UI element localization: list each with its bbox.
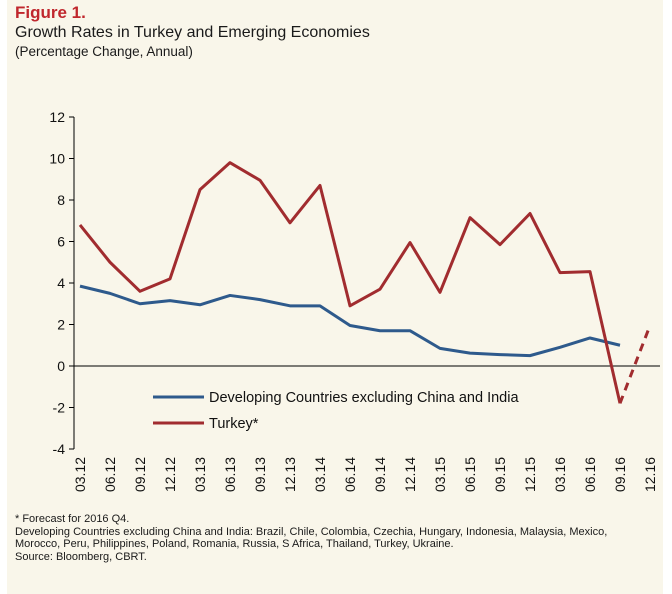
x-tick-label: 12.16 bbox=[642, 457, 658, 492]
legend-label-turkey: Turkey* bbox=[209, 416, 259, 432]
y-tick-label: 6 bbox=[57, 234, 65, 250]
developing-series-line bbox=[79, 284, 621, 358]
y-tick-label: 0 bbox=[57, 358, 65, 374]
x-tick-label: 06.13 bbox=[222, 457, 238, 492]
x-tick-label: 06.14 bbox=[342, 457, 358, 492]
figure-panel: Figure 1. Growth Rates in Turkey and Eme… bbox=[7, 0, 663, 594]
x-tick-label: 12.13 bbox=[282, 457, 298, 492]
x-tick-label: 09.12 bbox=[132, 457, 148, 492]
y-tick-label: 8 bbox=[57, 192, 65, 208]
x-tick-label: 09.16 bbox=[612, 457, 628, 492]
figure-subtitle: (Percentage Change, Annual) bbox=[15, 44, 193, 59]
turkey-series-line bbox=[78, 161, 622, 404]
x-tick-label: 06.12 bbox=[102, 457, 118, 492]
y-tick-label: 12 bbox=[49, 109, 65, 125]
x-tick-label: 09.13 bbox=[252, 457, 268, 492]
x-tick-label: 03.13 bbox=[192, 457, 208, 492]
y-tick-label: 2 bbox=[57, 317, 65, 333]
source-note: Source: Bloomberg, CBRT. bbox=[15, 550, 147, 563]
x-tick-label: 12.15 bbox=[522, 457, 538, 492]
y-tick-label: -4 bbox=[53, 441, 66, 457]
x-tick-label: 06.16 bbox=[582, 457, 598, 492]
y-tick-label: 4 bbox=[57, 275, 65, 291]
x-tick-label: 03.12 bbox=[72, 457, 88, 492]
x-tick-label: 12.12 bbox=[162, 457, 178, 492]
x-tick-label: 03.14 bbox=[312, 457, 328, 492]
x-tick-label: 09.15 bbox=[492, 457, 508, 492]
x-tick-label: 06.15 bbox=[462, 457, 478, 492]
y-tick-label: 10 bbox=[49, 151, 65, 167]
legend-label-developing: Developing Countries excluding China and… bbox=[209, 390, 519, 406]
forecast-note: * Forecast for 2016 Q4. bbox=[15, 513, 130, 525]
x-tick-label: 12.14 bbox=[402, 457, 418, 492]
x-tick-label: 03.15 bbox=[432, 457, 448, 492]
x-tick-label: 03.16 bbox=[552, 457, 568, 492]
x-tick-label: 09.14 bbox=[372, 457, 388, 492]
countries-note: Developing Countries excluding China and… bbox=[15, 525, 608, 551]
figure-label: Figure 1. bbox=[15, 3, 86, 22]
line-chart: -4 -2 0 2 4 6 8 10 12 03.12 06.12 09.12 12.12 03.13 06… bbox=[49, 109, 660, 492]
turkey-forecast-line bbox=[618, 324, 652, 404]
figure-title: Growth Rates in Turkey and Emerging Econ… bbox=[15, 24, 370, 41]
figure-notes: * Forecast for 2016 Q4. Developing Count… bbox=[15, 513, 655, 563]
y-tick-label: -2 bbox=[53, 400, 66, 416]
